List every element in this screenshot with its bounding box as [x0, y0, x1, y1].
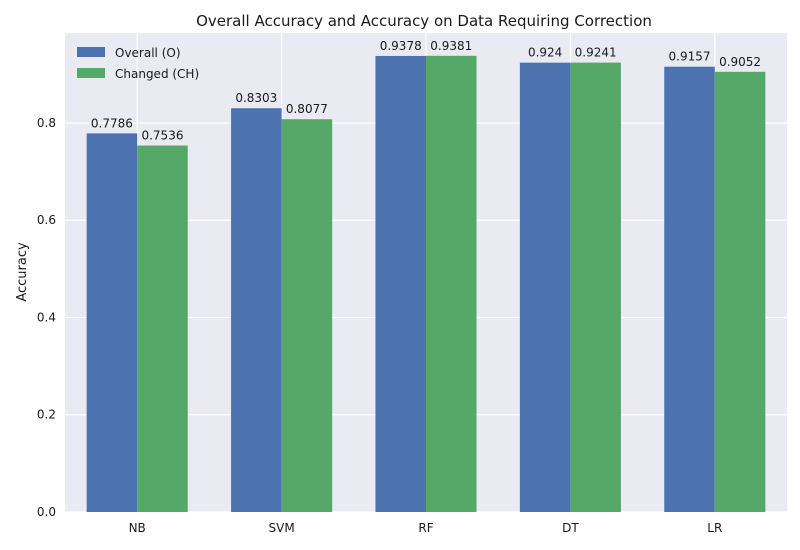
- bar-value-label: 0.9241: [575, 46, 617, 60]
- bar-lr-series-2: [714, 71, 766, 512]
- x-tick-label: DT: [562, 521, 579, 535]
- y-axis: 0.0 0.2 0.4 0.6 0.8: [37, 116, 56, 519]
- legend-swatch: [77, 68, 105, 78]
- x-tick-label: LR: [707, 521, 722, 535]
- bar-nb-series-1: [86, 133, 138, 513]
- bar-nb-series-2: [137, 145, 188, 512]
- legend-label: Overall (O): [115, 46, 181, 60]
- legend: Overall (O) Changed (CH): [77, 46, 199, 81]
- bar-value-label: 0.7536: [141, 129, 183, 143]
- bars: [86, 55, 766, 513]
- bar-value-label: 0.9381: [430, 39, 472, 53]
- bar-rf-series-2: [426, 55, 477, 512]
- bar-lr-series-1: [664, 66, 715, 513]
- y-tick-label: 0.2: [37, 408, 56, 422]
- legend-swatch: [77, 47, 105, 57]
- bar-value-label: 0.7786: [91, 116, 133, 130]
- y-tick-label: 0.8: [37, 116, 56, 130]
- y-tick-label: 0.0: [37, 505, 56, 519]
- y-tick-label: 0.6: [37, 213, 56, 227]
- bar-value-label: 0.8077: [286, 102, 328, 116]
- data-labels: 0.7786 0.8303 0.9378 0.924 0.9157 0.7536 0.807…: [91, 39, 761, 143]
- bar-dt-series-2: [570, 62, 621, 513]
- bar-value-label: 0.8303: [235, 91, 277, 105]
- bar-svm-series-1: [231, 108, 282, 513]
- legend-label: Changed (CH): [115, 67, 199, 81]
- bar-rf-series-1: [375, 55, 426, 513]
- x-axis: NB SVM RF DT LR: [129, 521, 723, 535]
- y-axis-label: Accuracy: [15, 242, 30, 302]
- bar-dt-series-1: [519, 62, 571, 512]
- x-tick-label: RF: [418, 521, 433, 535]
- bar-svm-series-2: [281, 119, 333, 512]
- x-tick-label: SVM: [269, 521, 295, 535]
- chart-title: Overall Accuracy and Accuracy on Data Re…: [196, 12, 652, 30]
- y-tick-label: 0.4: [37, 310, 56, 324]
- x-tick-label: NB: [129, 521, 146, 535]
- bar-value-label: 0.9157: [669, 50, 711, 64]
- bar-value-label: 0.924: [528, 46, 562, 60]
- bar-value-label: 0.9378: [380, 39, 422, 53]
- bar-value-label: 0.9052: [719, 55, 761, 69]
